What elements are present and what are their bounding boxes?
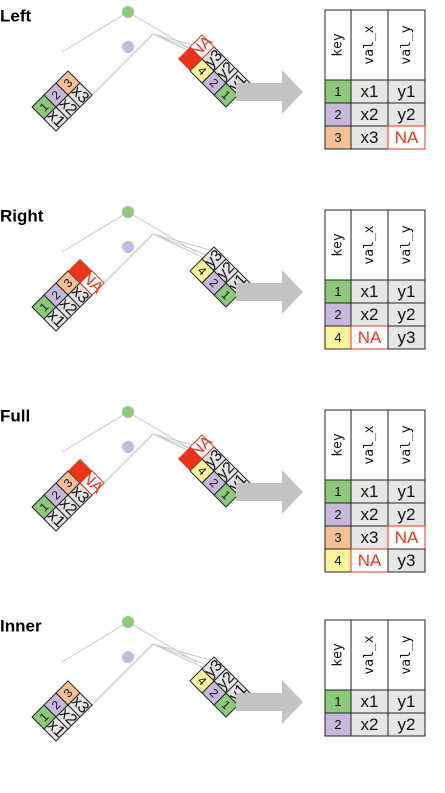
result-table: key val_x val_y 1 x1 y1 2 x2 y2 3 x3 NA 4 NA y3 <box>324 409 426 573</box>
result-header-cell <box>387 209 426 281</box>
match-dot-key-2 <box>122 41 134 53</box>
panel-left: Left1x12x23x31y12y24y3NAkeyval_xval_y1x1… <box>0 6 426 150</box>
result-header-cell <box>350 619 389 691</box>
result-header-key: key <box>331 33 346 57</box>
result-value-label: y1 <box>398 692 416 711</box>
result-table: key val_x val_y 1 x1 y1 2 x2 y2 <box>324 619 426 737</box>
match-dot-key-1 <box>122 616 134 628</box>
result-header-cell <box>324 619 352 691</box>
result-header-cell <box>324 9 352 81</box>
match-dot-key-1 <box>122 206 134 218</box>
result-header-key: key <box>331 643 346 667</box>
result-value-label: x2 <box>361 305 379 324</box>
y-value-cell <box>201 656 227 682</box>
result-value-label: x3 <box>361 528 379 547</box>
result-arrow <box>236 70 303 114</box>
result-value-label: NA <box>395 528 419 547</box>
result-key-label: 1 <box>334 84 341 99</box>
match-dot-key-2 <box>122 241 134 253</box>
result-value-label: y2 <box>398 105 416 124</box>
result-value-label: NA <box>395 128 419 147</box>
result-arrow <box>236 680 303 724</box>
result-value-label: y3 <box>398 551 416 570</box>
result-value-cell <box>387 125 426 150</box>
result-key-label: 2 <box>334 717 341 732</box>
result-header-val-x: val_x <box>362 25 377 64</box>
result-value-label: y2 <box>398 305 416 324</box>
result-arrow <box>236 270 303 314</box>
result-value-label: NA <box>358 551 382 570</box>
unmatched-key-marker <box>178 46 202 71</box>
result-header-key: key <box>331 233 346 257</box>
y-value-cell <box>201 246 227 272</box>
result-value-label: x1 <box>361 82 379 101</box>
panel-right: Right1x12x23x31y12y24y3NAkeyval_xval_y1x… <box>0 206 426 350</box>
result-key-label: 4 <box>334 553 341 568</box>
result-key-label: 1 <box>334 694 341 709</box>
result-value-label: x1 <box>361 282 379 301</box>
result-header-val-y: val_y <box>399 635 414 674</box>
result-header-val-x: val_x <box>362 635 377 674</box>
result-header-val-x: val_x <box>362 425 377 464</box>
result-value-label: y1 <box>398 82 416 101</box>
result-value-label: y3 <box>398 328 416 347</box>
match-dot-key-1 <box>122 406 134 418</box>
panel-title: Inner <box>0 617 42 636</box>
result-value-label: y1 <box>398 282 416 301</box>
result-key-label: 3 <box>334 530 341 545</box>
y-table: 1y12y24y3 <box>189 246 251 308</box>
unmatched-key-marker <box>68 258 93 283</box>
panel-title: Left <box>0 7 32 26</box>
unmatched-key-marker <box>68 458 93 483</box>
result-header-val-x: val_x <box>362 225 377 264</box>
result-value-label: x2 <box>361 105 379 124</box>
result-value-label: x3 <box>361 128 379 147</box>
panel-title: Full <box>0 407 30 426</box>
result-value-cell <box>387 325 426 350</box>
x-value-cell <box>67 82 93 108</box>
result-value-cell <box>387 712 426 737</box>
match-dot-key-2 <box>122 441 134 453</box>
result-table: key val_x val_y 1 x1 y1 2 x2 y2 3 x3 NA <box>324 9 426 150</box>
result-value-label: x1 <box>361 692 379 711</box>
result-header-cell <box>387 409 426 481</box>
result-key-label: 3 <box>334 130 341 145</box>
result-header-val-y: val_y <box>399 225 414 264</box>
result-key-label: 2 <box>334 507 341 522</box>
result-header-cell <box>387 619 426 691</box>
match-dot-key-1 <box>122 6 134 18</box>
panel-title: Right <box>0 207 44 226</box>
result-value-label: x2 <box>361 505 379 524</box>
result-header-val-y: val_y <box>399 425 414 464</box>
match-dot-key-2 <box>122 651 134 663</box>
result-key-label: 4 <box>334 330 341 345</box>
result-value-label: y2 <box>398 505 416 524</box>
result-value-label: y2 <box>398 715 416 734</box>
panel-inner: Inner1x12x23x31y12y24y3keyval_xval_y1x1y… <box>0 616 426 742</box>
result-key-label: 2 <box>334 307 341 322</box>
result-key-label: 1 <box>334 484 341 499</box>
result-header-val-y: val_y <box>399 25 414 64</box>
result-key-label: 1 <box>334 284 341 299</box>
result-value-label: NA <box>358 328 382 347</box>
result-key-label: 2 <box>334 107 341 122</box>
result-header-cell <box>350 409 389 481</box>
result-value-cell <box>387 548 426 573</box>
result-header-key: key <box>331 433 346 457</box>
result-table: key val_x val_y 1 x1 y1 2 x2 y2 4 NA y3 <box>324 209 426 350</box>
result-header-cell <box>350 9 389 81</box>
result-value-label: x1 <box>361 482 379 501</box>
unmatched-key-marker <box>178 446 202 471</box>
x-value-cell <box>67 692 93 718</box>
result-value-label: x2 <box>361 715 379 734</box>
result-arrow <box>236 470 303 514</box>
result-value-label: y1 <box>398 482 416 501</box>
